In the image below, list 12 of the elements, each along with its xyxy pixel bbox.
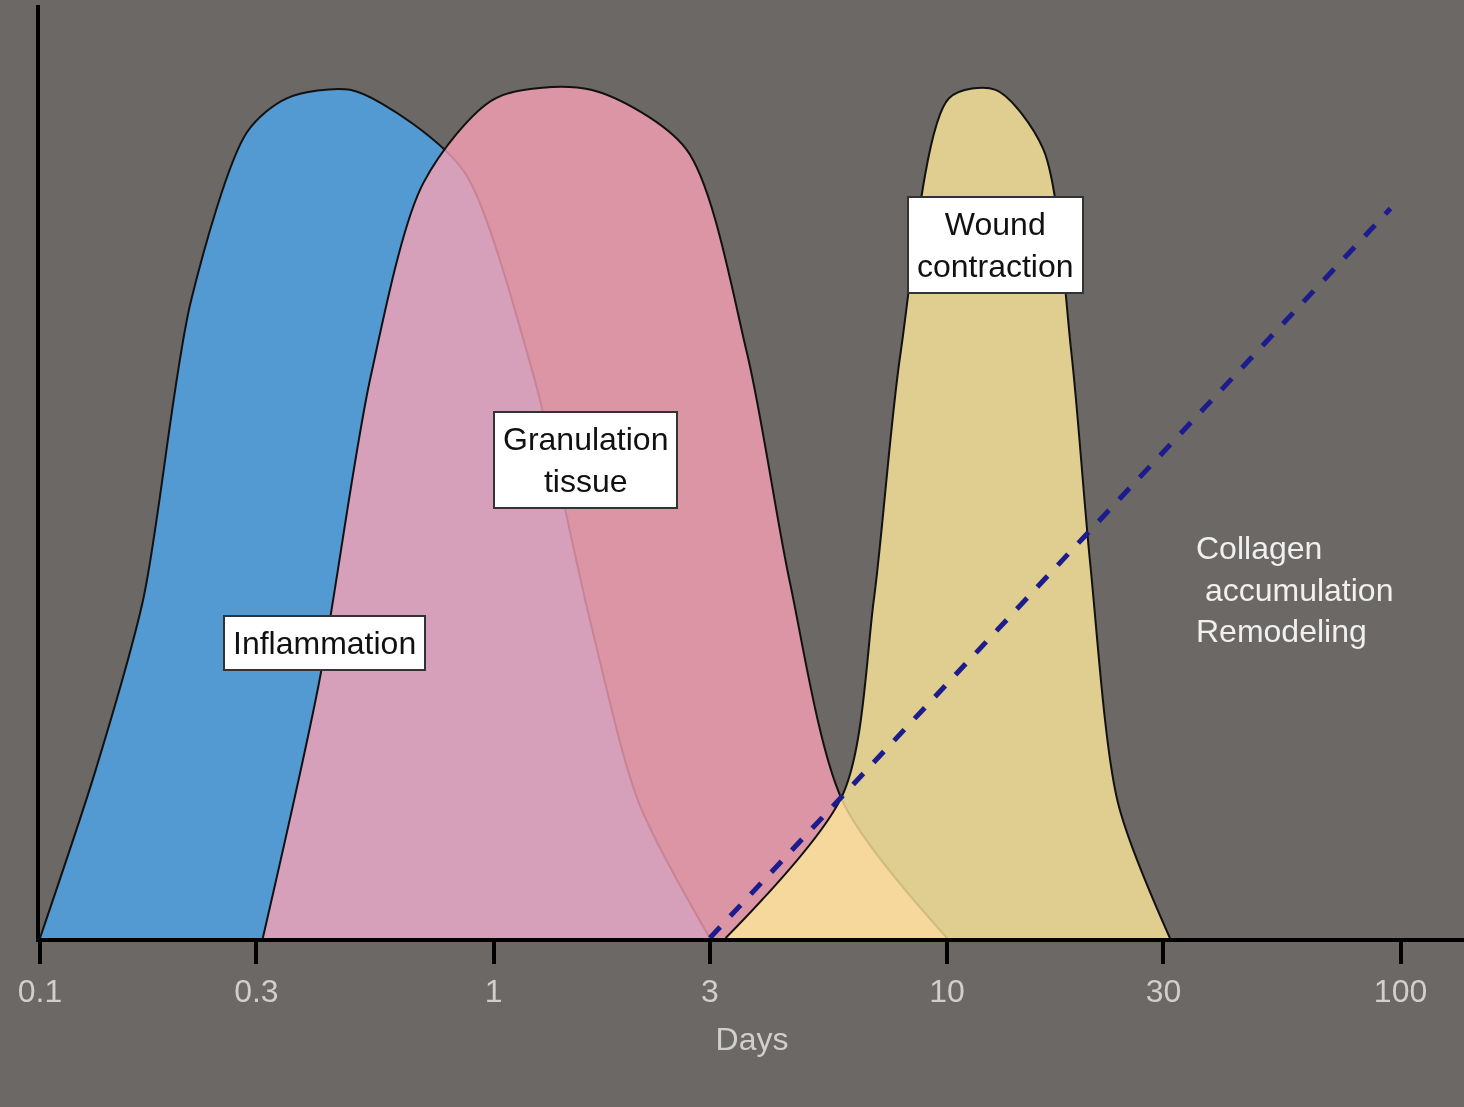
x-tick-label: 0.1 xyxy=(17,973,63,1010)
x-tick-label: 3 xyxy=(701,973,719,1010)
x-tick-label: 0.3 xyxy=(234,973,279,1010)
series-label: Inflammation xyxy=(233,625,417,661)
series-label: Wound contraction xyxy=(917,206,1074,284)
x-tick-label: 10 xyxy=(929,973,965,1010)
x-tick-label: 30 xyxy=(1145,973,1182,1010)
x-tick-label: 100 xyxy=(1373,973,1428,1010)
x-tick-label: 1 xyxy=(484,973,503,1010)
series-label: Granulation tissue xyxy=(503,421,669,499)
text: Collagen accumulation Remodeling xyxy=(1196,530,1394,650)
x-axis-title: Days xyxy=(715,1020,789,1057)
